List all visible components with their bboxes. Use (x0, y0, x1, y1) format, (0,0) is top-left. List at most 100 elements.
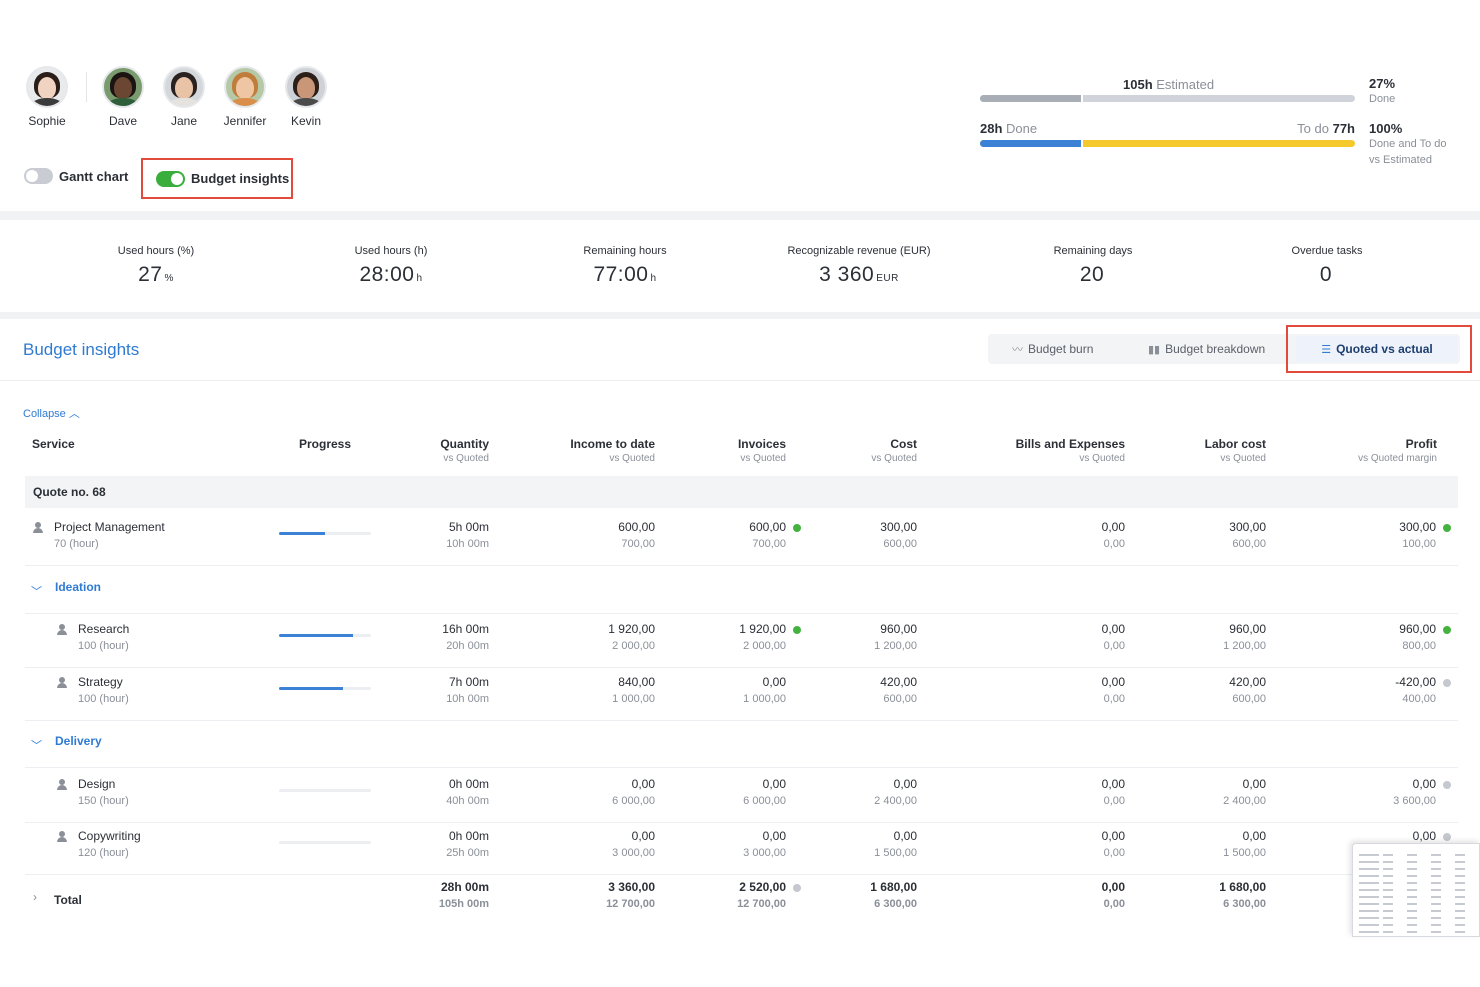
gantt-chart-toggle[interactable]: Gantt chart (24, 168, 128, 184)
avatar[interactable] (224, 66, 266, 108)
progress-bar (279, 687, 371, 690)
thumbnail-line (1431, 854, 1441, 856)
header-divider (0, 380, 1480, 381)
cell-inv: 600,00 700,00 (749, 520, 786, 550)
kpi-label: Used hours (h) (354, 245, 428, 257)
thumbnail-line (1407, 868, 1417, 870)
total-labor: 1 680,00 6 300,00 (1219, 880, 1266, 910)
thumbnail-line (1455, 854, 1465, 856)
service-name: Design 150 (hour) (78, 777, 129, 807)
avatar[interactable] (26, 66, 68, 108)
status-dot (1443, 679, 1451, 687)
member-name: Kevin (290, 114, 322, 128)
tab-budget-breakdown[interactable]: ▮▮ Budget breakdown (1148, 334, 1265, 364)
cell-income: 0,00 6 000,00 (612, 777, 655, 807)
kpi-card: Remaining hours 77:00 h (508, 220, 742, 287)
budget-insights-switch[interactable] (156, 170, 185, 187)
tab-budget-burn[interactable]: 〰 Budget burn (1012, 334, 1093, 364)
kpi-card: Recognizable revenue (EUR) 3 360 EUR (742, 220, 976, 287)
thumbnail-line (1383, 854, 1393, 856)
avatar[interactable] (285, 66, 327, 108)
member-jane[interactable]: Jane (161, 66, 207, 128)
group-ideation[interactable]: ﹀ Ideation (25, 566, 1458, 614)
avatar[interactable] (163, 66, 205, 108)
kpi-label: Recognizable revenue (EUR) (787, 245, 931, 257)
col-cost[interactable]: Cost vs Quoted (871, 437, 917, 464)
progress-bar (279, 634, 371, 637)
table-row[interactable]: Project Management 70 (hour) 5h 00m 10h 00m… (25, 514, 1458, 566)
thumbnail-line (1455, 882, 1465, 884)
col-service[interactable]: Service (32, 437, 75, 451)
group-delivery[interactable]: ﹀ Delivery (25, 720, 1458, 768)
chevron-down-icon[interactable]: ﹀ (31, 586, 42, 598)
estimated-label: 105h Estimated (1123, 77, 1215, 92)
chevron-down-icon[interactable]: ﹀ (31, 740, 42, 752)
col-profit[interactable]: Profit vs Quoted margin (1358, 437, 1437, 464)
cell-inv: 0,00 6 000,00 (743, 777, 786, 807)
cell-bills: 0,00 0,00 (1101, 777, 1125, 807)
thumbnail-line (1431, 917, 1441, 919)
cell-qty: 5h 00m 10h 00m (446, 520, 489, 550)
thumbnail-line (1455, 889, 1465, 891)
cell-qty: 16h 00m 20h 00m (442, 622, 489, 652)
estimated-progress-bar (980, 95, 1355, 102)
table-row[interactable]: Design 150 (hour) 0h 00m 40h 00m 0,00 6 000,0… (25, 771, 1458, 823)
done-todo-label: Done and To do (1369, 138, 1447, 150)
thumbnail-line (1431, 903, 1441, 905)
col-labor-cost[interactable]: Labor cost vs Quoted (1204, 437, 1266, 464)
vs-estimated-label: vs Estimated (1369, 154, 1432, 166)
cell-labor: 300,00 600,00 (1229, 520, 1266, 550)
collapse-link[interactable]: Collapse ︿ (23, 408, 80, 420)
section-divider (0, 312, 1480, 319)
table-row[interactable]: Research 100 (hour) 16h 00m 20h 00m 1 920,00… (25, 616, 1458, 668)
thumbnail-line (1455, 861, 1465, 863)
thumbnail-line (1407, 931, 1417, 933)
col-bills-expenses[interactable]: Bills and Expenses vs Quoted (1015, 437, 1125, 464)
cell-cost: 420,00 600,00 (880, 675, 917, 705)
cell-income: 840,00 1 000,00 (612, 675, 655, 705)
cell-inv: 1 920,00 2 000,00 (739, 622, 786, 652)
person-icon (57, 624, 67, 635)
col-income[interactable]: Income to date vs Quoted (570, 437, 655, 464)
cell-labor: 960,00 1 200,00 (1223, 622, 1266, 652)
thumbnail-line (1455, 875, 1465, 877)
member-dave[interactable]: Dave (100, 66, 146, 128)
page-thumbnail-preview[interactable] (1352, 843, 1480, 937)
thumbnail-line (1359, 882, 1379, 884)
thumbnail-line (1359, 924, 1379, 926)
col-invoices[interactable]: Invoices vs Quoted (737, 437, 786, 464)
gantt-chart-switch[interactable] (24, 168, 53, 184)
member-kevin[interactable]: Kevin (283, 66, 329, 128)
view-toggles: Gantt chart (24, 168, 128, 184)
thumbnail-line (1431, 889, 1441, 891)
total-quantity: 28h 00m 105h 00m (438, 880, 489, 910)
total-income: 3 360,00 12 700,00 (606, 880, 655, 910)
member-jennifer[interactable]: Jennifer (222, 66, 268, 128)
col-quantity[interactable]: Quantity vs Quoted (440, 437, 489, 464)
table-row[interactable]: Copywriting 120 (hour) 0h 00m 25h 00m 0,00 3 … (25, 823, 1458, 875)
chevron-right-icon[interactable]: › (33, 890, 37, 904)
tab-quoted-vs-actual[interactable]: ☰ Quoted vs actual (1296, 336, 1458, 362)
cell-qty: 0h 00m 40h 00m (446, 777, 489, 807)
kpi-card: Remaining days 20 (976, 220, 1210, 287)
thumbnail-line (1383, 882, 1393, 884)
thumbnail-line (1431, 931, 1441, 933)
kpi-card: Used hours (h) 28:00 h (274, 220, 508, 287)
col-progress[interactable]: Progress (299, 437, 352, 451)
service-name: Project Management 70 (hour) (54, 520, 165, 550)
thumbnail-line (1359, 917, 1379, 919)
service-name: Copywriting 120 (hour) (78, 829, 141, 859)
thumbnail-line (1383, 889, 1393, 891)
thumbnail-line (1359, 889, 1379, 891)
total-label: Total (54, 893, 82, 907)
member-sophie[interactable]: Sophie (24, 66, 70, 128)
thumbnail-line (1359, 868, 1379, 870)
budget-insights-toggle[interactable]: Budget insights (141, 158, 293, 199)
table-row[interactable]: Strategy 100 (hour) 7h 00m 10h 00m 840,00 1 0… (25, 669, 1458, 721)
avatar[interactable] (102, 66, 144, 108)
progress-bar (279, 841, 371, 844)
status-dot (1443, 626, 1451, 634)
thumbnail-line (1455, 917, 1465, 919)
cell-bills: 0,00 0,00 (1101, 520, 1125, 550)
cell-profit: 300,00 100,00 (1399, 520, 1436, 550)
